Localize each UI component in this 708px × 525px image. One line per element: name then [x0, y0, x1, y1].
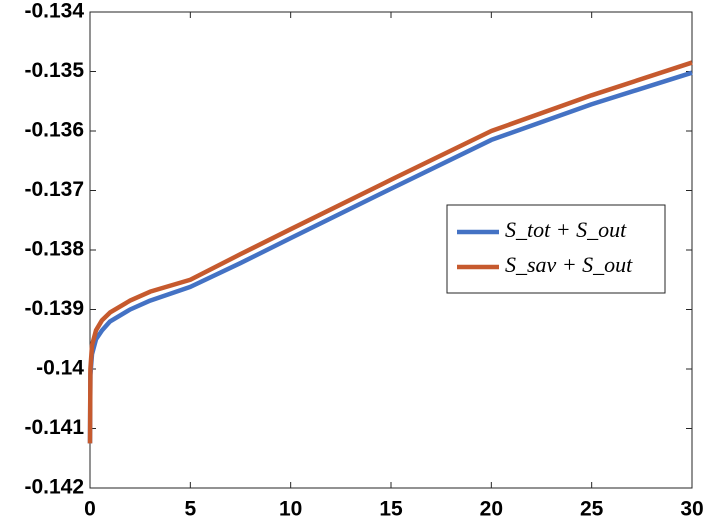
y-tick-label: -0.138: [24, 238, 84, 261]
legend-label: S_tot + S_out: [505, 217, 627, 242]
x-tick-label: 20: [480, 498, 503, 521]
legend: S_tot + S_out S_sav + S_out: [446, 204, 666, 294]
x-tick-label: 10: [279, 498, 302, 521]
y-tick-label: -0.135: [24, 59, 84, 82]
x-tick-label: 5: [184, 498, 196, 521]
legend-label: S_sav + S_out: [505, 252, 633, 277]
y-tick-label: -0.139: [24, 297, 84, 320]
x-tick-label: 30: [680, 498, 703, 521]
series-line: [87, 60, 693, 444]
y-tick-label: -0.14: [36, 357, 84, 380]
y-tick-label: -0.134: [24, 0, 84, 23]
y-tick-label: -0.141: [24, 416, 84, 439]
y-tick-label: -0.142: [24, 476, 84, 499]
y-tick-label: -0.136: [24, 119, 84, 142]
x-tick-label: 15: [379, 498, 403, 521]
legend-box: [446, 204, 666, 294]
x-tick-label: 0: [84, 498, 96, 521]
x-tick-label: 25: [580, 498, 604, 521]
y-tick-label: -0.137: [24, 178, 84, 201]
